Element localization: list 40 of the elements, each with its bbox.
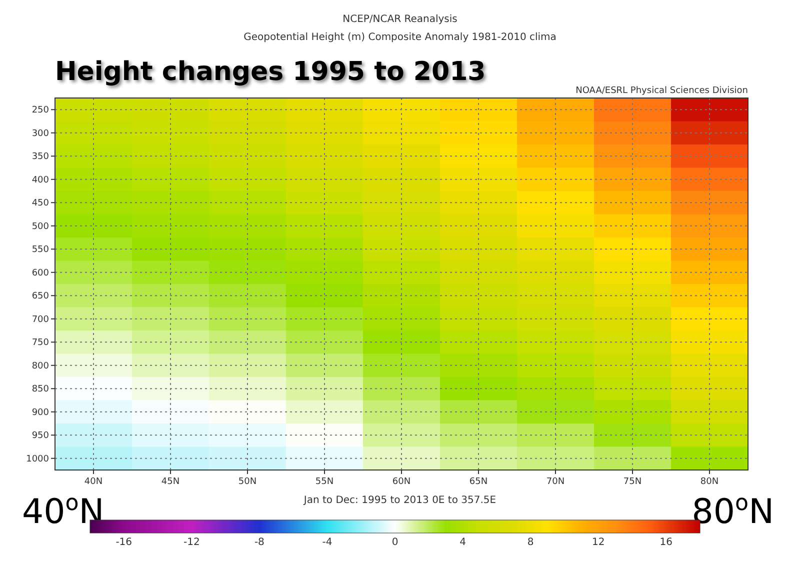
y-tick-label: 700 — [32, 314, 50, 325]
y-tick-label: 350 — [32, 152, 50, 162]
text: Height changes 1995 to 2013 — [55, 57, 486, 87]
text: NOAA/ESRL Physical Sciences Division — [576, 86, 748, 96]
color-bar-label: -16 — [116, 537, 132, 548]
y-tick-label: 900 — [32, 408, 50, 418]
color-bar-label: -8 — [254, 537, 264, 548]
y-tick-label: 1000 — [26, 454, 50, 464]
y-tick-label: 400 — [32, 175, 50, 186]
y-tick-label: 750 — [32, 338, 50, 348]
y-tick-label: 650 — [32, 292, 50, 302]
x-tick-label: 80N — [700, 477, 719, 487]
x-tick-label: 60N — [392, 477, 411, 487]
y-tick-label: 450 — [32, 198, 50, 209]
color-bar-label: 12 — [592, 537, 605, 548]
x-tick-label: 55N — [315, 477, 334, 487]
color-bar-label: -12 — [183, 537, 200, 548]
color-bar-label: 16 — [660, 537, 672, 548]
color-bar-label: 4 — [460, 537, 466, 548]
text: 80$^{o}$N — [692, 490, 774, 532]
chart-subtitle: Geopotential Height (m) Composite Anomaly 1981-2010 clima — [244, 32, 556, 43]
color-bar-label: 8 — [527, 537, 534, 548]
y-tick-label: 550 — [32, 245, 50, 256]
chart-title: NCEP/NCAR Reanalysis — [342, 14, 458, 25]
y-tick-label: 250 — [32, 106, 50, 116]
x-tick-label: 65N — [469, 477, 488, 487]
x-axis-title: Jan to Dec: 1995 to 2013 0E to 357.5E — [302, 495, 496, 506]
color-bar-label: 0 — [392, 537, 398, 548]
y-tick-label: 800 — [32, 361, 50, 372]
x-tick-label: 45N — [161, 477, 180, 487]
y-tick-label: 950 — [32, 431, 50, 442]
y-tick-label: 850 — [32, 384, 50, 395]
x-tick-label: 70N — [546, 477, 565, 487]
y-tick-label: 600 — [32, 268, 50, 278]
x-tick-label: 50N — [238, 477, 257, 487]
x-tick-label: 40N — [84, 477, 103, 487]
color-bar-label: -4 — [322, 537, 332, 548]
y-tick-label: 500 — [32, 222, 50, 232]
y-tick-label: 300 — [32, 128, 50, 139]
x-tick-label: 75N — [623, 477, 642, 487]
